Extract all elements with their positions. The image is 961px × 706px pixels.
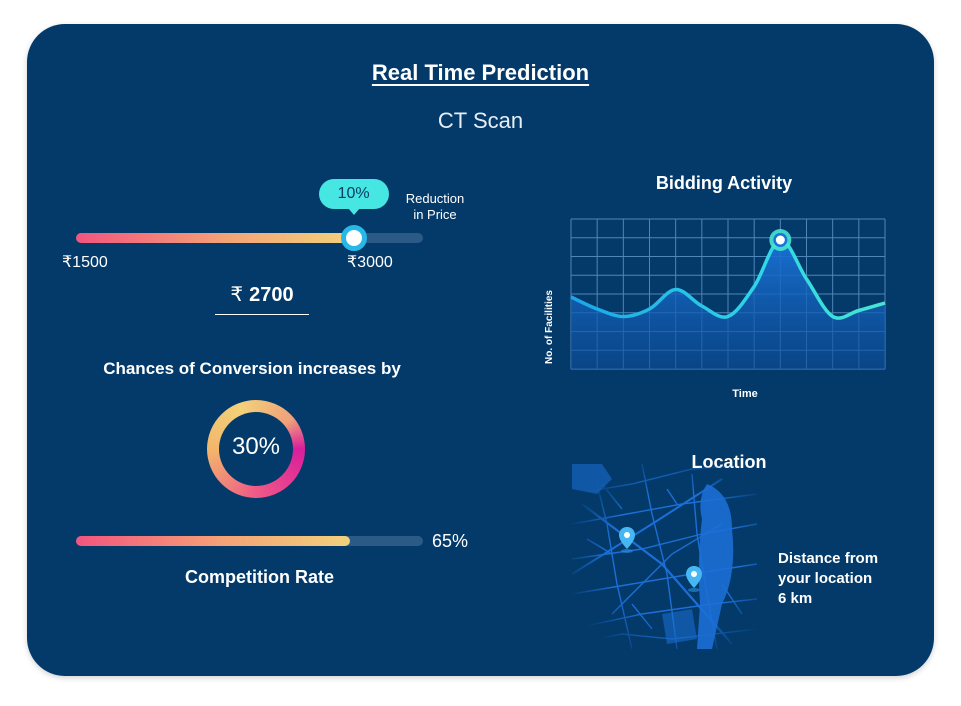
- distance-value: 6 km: [778, 590, 813, 607]
- conversion-value: 30%: [231, 433, 281, 460]
- prediction-card: Real Time Prediction CT Scan 10% Reducti…: [27, 24, 934, 676]
- location-map[interactable]: [572, 464, 757, 649]
- competition-label: Competition Rate: [184, 567, 334, 587]
- chart-series-line: [570, 238, 886, 320]
- map-water-area: [697, 484, 734, 649]
- price-value: 2700: [249, 284, 294, 306]
- slider-min-label: ₹1500: [62, 254, 108, 271]
- map-pin-icon[interactable]: [619, 527, 635, 553]
- distance-line2: your location: [778, 570, 873, 587]
- competition-value: 65%: [432, 531, 469, 551]
- distance-line1: Distance from: [778, 550, 879, 567]
- reduction-label-line1: Reduction: [405, 191, 465, 206]
- rupee-icon: ₹: [230, 284, 244, 306]
- reduction-tooltip: 10%: [318, 179, 389, 209]
- price-underline: [215, 314, 309, 315]
- bidding-chart: No. of Facilities Time: [544, 218, 886, 400]
- chart-xlabel: Time: [732, 388, 757, 400]
- price-slider-handle[interactable]: [340, 225, 367, 251]
- reduction-label-line2: in Price: [413, 207, 457, 222]
- price-slider-fill: [76, 233, 354, 243]
- chart-ylabel: No. of Facilities: [544, 290, 555, 364]
- distance-info: Distance from your location 6 km: [778, 549, 878, 609]
- conversion-ring-inner: [219, 412, 293, 486]
- page-title: Real Time Prediction: [371, 60, 590, 85]
- conversion-label: Chances of Conversion increases by: [103, 359, 401, 378]
- competition-bar-fill: [76, 536, 351, 546]
- bidding-title: Bidding Activity: [655, 173, 793, 193]
- price-display: ₹2700: [215, 282, 309, 307]
- reduction-label: Reduction in Price: [399, 191, 471, 223]
- map-pin-icon[interactable]: [686, 566, 702, 592]
- slider-max-label: ₹3000: [347, 254, 393, 271]
- page-subtitle: CT Scan: [437, 108, 524, 133]
- chart-area: [571, 239, 885, 369]
- tooltip-arrow-icon: [347, 208, 360, 215]
- chart-peak-point-center: [775, 235, 785, 245]
